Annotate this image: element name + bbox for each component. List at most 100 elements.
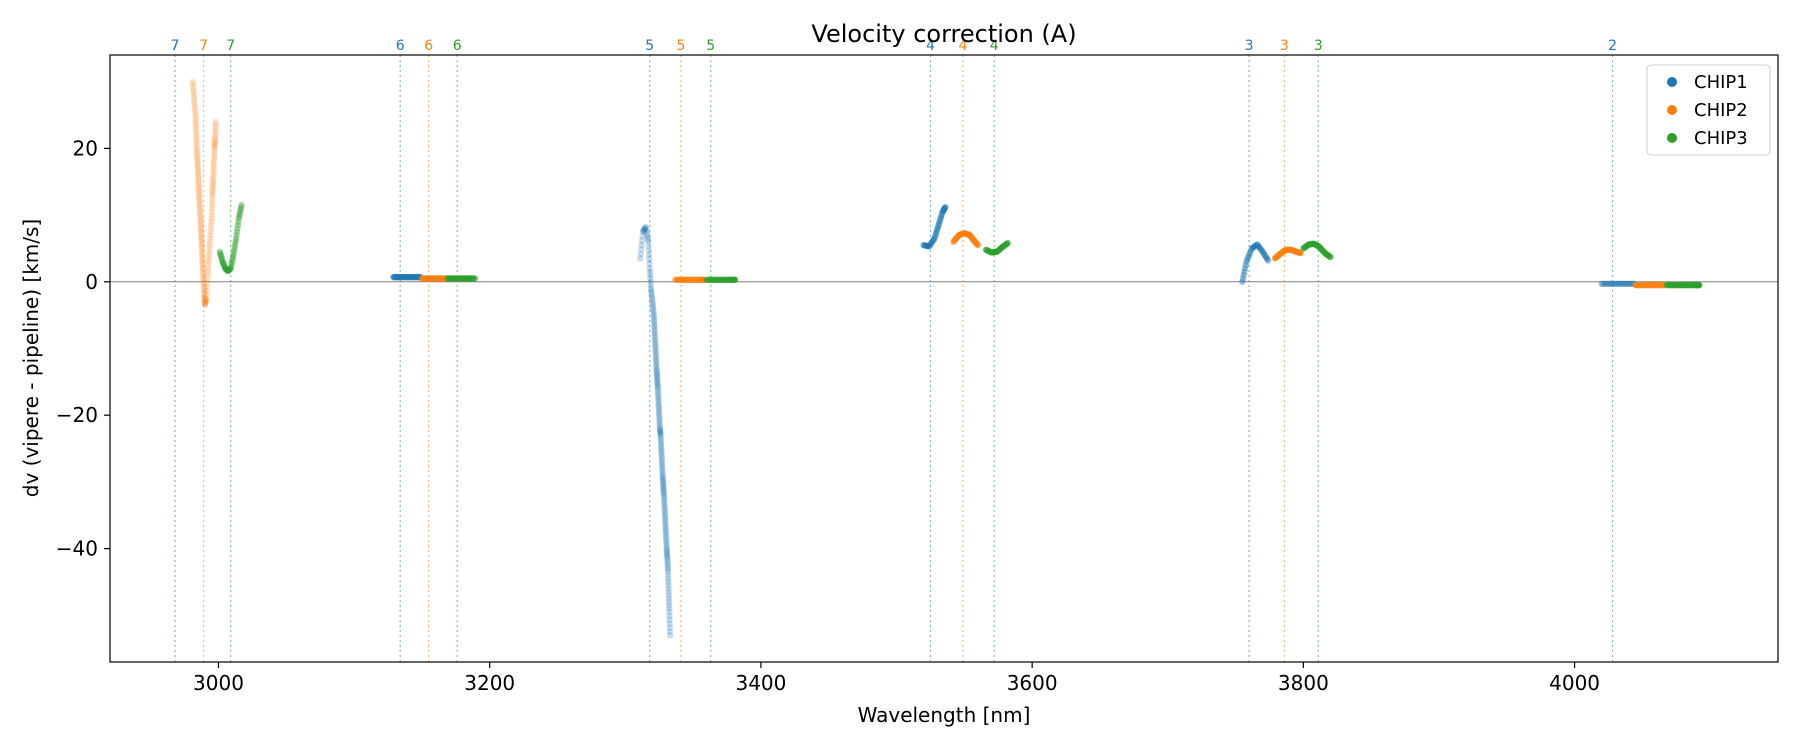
point-chip2 [196, 196, 203, 203]
point-chip3 [220, 260, 227, 268]
point-chip1 [653, 375, 661, 382]
point-chip3 [237, 204, 245, 211]
point-chip2 [203, 291, 210, 298]
point-chip1 [662, 516, 669, 523]
x-tick-label: 3200 [464, 671, 515, 695]
point-chip1 [652, 347, 659, 354]
point-chip1 [664, 562, 671, 569]
point-chip2 [209, 175, 217, 183]
point-chip2 [205, 261, 212, 269]
point-chip2 [198, 234, 205, 241]
point-chip2 [196, 209, 204, 217]
point-chip2 [192, 114, 199, 122]
point-chip1 [643, 228, 650, 236]
point-chip1 [654, 378, 661, 386]
point-chip2 [196, 194, 203, 201]
point-chip1 [942, 203, 949, 211]
point-chip1 [650, 318, 658, 326]
order-label-6-chip1: 6 [396, 38, 405, 54]
point-chip1 [651, 320, 658, 328]
point-chip2 [193, 147, 201, 154]
point-chip1 [1243, 258, 1250, 265]
point-chip1 [665, 602, 673, 609]
point-chip1 [656, 427, 664, 434]
point-chip1 [655, 407, 663, 414]
point-chip2 [210, 164, 217, 172]
point-chip2 [202, 296, 210, 303]
order-marker-lines [174, 55, 1614, 662]
point-chip1 [1248, 245, 1256, 252]
point-chip1 [657, 428, 664, 436]
point-chip2 [193, 142, 200, 149]
point-chip1 [653, 363, 660, 370]
point-chip2 [209, 182, 217, 190]
point-chip1 [638, 237, 646, 244]
point-chip2 [192, 109, 199, 116]
point-chip2 [198, 240, 205, 248]
point-chip1 [1614, 280, 1622, 287]
point-chip1 [646, 268, 654, 275]
point-chip2 [197, 220, 204, 228]
point-chip1 [660, 485, 667, 492]
point-chip1 [1239, 275, 1247, 282]
point-chip3 [229, 254, 237, 261]
point-chip1 [651, 325, 658, 332]
point-chip1 [666, 612, 673, 620]
point-chip2 [192, 125, 200, 133]
point-chip2 [196, 211, 204, 219]
point-chip2 [206, 241, 213, 249]
point-chip1 [1618, 280, 1625, 287]
point-chip2 [198, 238, 205, 245]
point-chip1 [656, 426, 664, 433]
point-chip2 [206, 248, 213, 255]
point-chip1 [653, 371, 661, 379]
point-chip2 [200, 283, 207, 290]
point-chip3 [235, 215, 243, 222]
point-chip1 [662, 529, 670, 537]
point-chip1 [647, 285, 655, 292]
point-chip2 [197, 214, 204, 221]
point-chip2 [199, 263, 206, 270]
point-chip3 [227, 263, 235, 270]
point-chip1 [1256, 244, 1264, 252]
point-chip1 [655, 396, 662, 403]
point-chip1 [665, 592, 673, 599]
point-chip1 [1263, 254, 1270, 261]
point-chip1 [662, 518, 669, 526]
point-chip1 [647, 278, 654, 285]
point-chip2 [209, 195, 216, 202]
point-chip2 [208, 215, 215, 222]
point-chip2 [201, 295, 208, 302]
order-label-7-chip2: 7 [199, 38, 208, 54]
point-chip2 [194, 169, 202, 177]
point-chip1 [658, 458, 666, 466]
point-chip2 [200, 285, 208, 292]
point-chip1 [1255, 243, 1263, 251]
point-chip1 [664, 566, 672, 573]
point-chip1 [1252, 242, 1259, 249]
point-chip2 [197, 225, 205, 232]
point-chip1 [656, 416, 663, 423]
x-tick-label: 3000 [193, 671, 244, 695]
point-chip1 [657, 434, 664, 441]
point-chip1 [659, 473, 666, 481]
point-chip1 [1258, 247, 1265, 254]
point-chip1 [1612, 280, 1620, 287]
point-chip2 [195, 182, 202, 190]
point-chip2 [199, 267, 207, 274]
point-chip1 [666, 620, 673, 627]
point-chip1 [658, 456, 666, 463]
point-chip1 [662, 525, 669, 532]
point-chip1 [661, 498, 668, 506]
point-chip2 [204, 268, 212, 275]
point-chip1 [665, 588, 672, 596]
point-chip1 [1620, 280, 1627, 287]
point-chip1 [658, 449, 665, 457]
order-label-4-chip1: 4 [926, 38, 935, 54]
point-chip2 [210, 150, 218, 158]
point-chip2 [207, 231, 214, 239]
point-chip1 [1242, 261, 1249, 269]
point-chip2 [195, 180, 202, 188]
point-chip1 [658, 454, 665, 461]
